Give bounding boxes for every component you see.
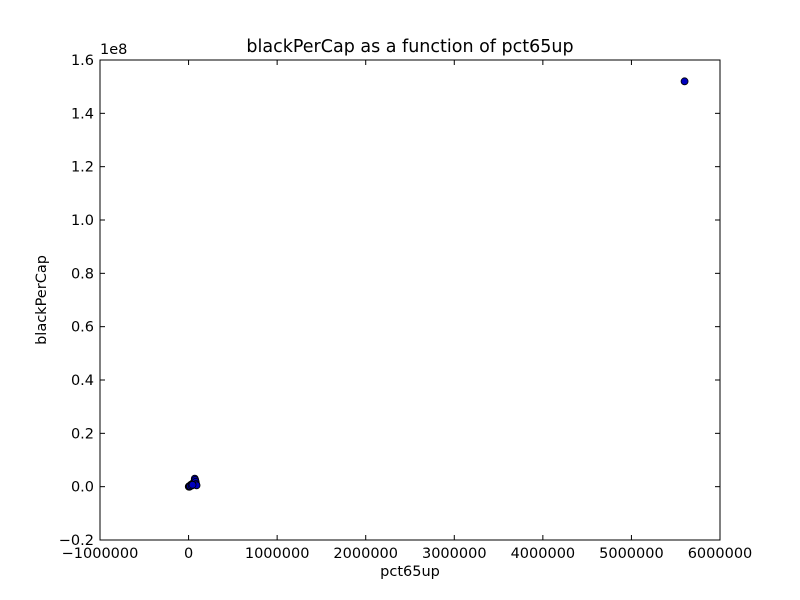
x-tick-label: −1000000 <box>62 546 139 562</box>
x-tick-label: 1000000 <box>245 546 310 562</box>
x-tick-label: 2000000 <box>333 546 398 562</box>
x-tick-label: 0 <box>184 546 193 562</box>
y-tick-label: 0.6 <box>71 320 94 336</box>
y-tick-label: 1.6 <box>71 53 94 69</box>
y-tick-label: −0.2 <box>59 533 94 549</box>
y-tick-label: 0.8 <box>71 266 94 282</box>
y-axis-title: blackPerCap <box>34 255 50 345</box>
x-tick-label: 4000000 <box>511 546 576 562</box>
y-tick-label: 0.4 <box>71 373 94 389</box>
y-tick-label: 1.2 <box>71 160 94 176</box>
y-tick-label: 0.0 <box>71 480 94 496</box>
axis-ticks: −1000000 0 1000000 2000000 3000000 4000000 500… <box>59 53 753 562</box>
y-tick-label: 1.0 <box>71 213 94 229</box>
data-point <box>680 77 689 86</box>
x-tick-label: 6000000 <box>688 546 753 562</box>
y-tick-label: 1.4 <box>71 106 94 122</box>
x-axis-title: pct65up <box>380 564 440 580</box>
x-tick-label: 5000000 <box>599 546 664 562</box>
chart-title: blackPerCap as a function of pct65up <box>246 37 573 57</box>
y-axis-offset-label: 1e8 <box>100 42 127 58</box>
data-point <box>188 480 197 489</box>
x-tick-label: 3000000 <box>422 546 487 562</box>
plot-area <box>99 59 721 541</box>
y-tick-label: 0.2 <box>71 426 94 442</box>
data-points <box>184 77 689 491</box>
